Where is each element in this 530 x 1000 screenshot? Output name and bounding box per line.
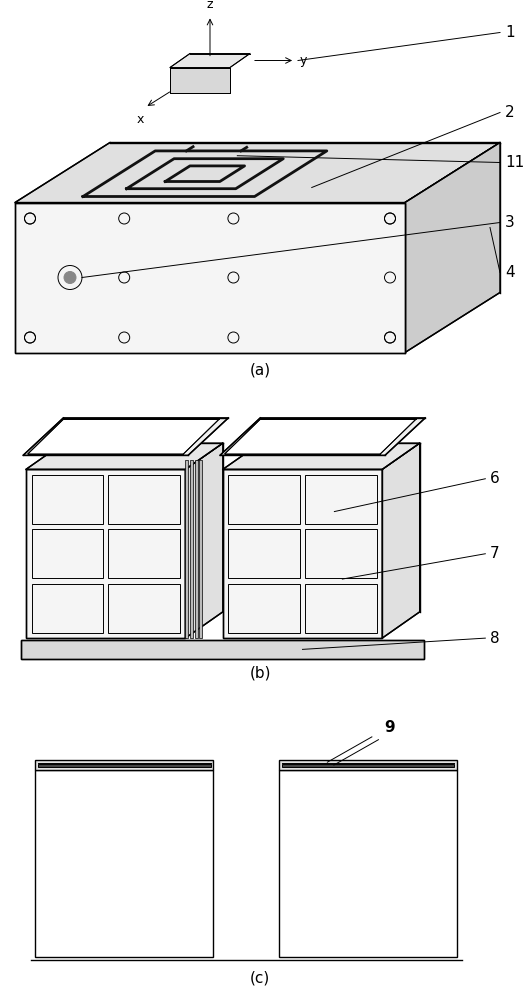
Bar: [282, 764, 454, 767]
Bar: [32, 475, 103, 524]
Bar: [228, 475, 299, 524]
Bar: [109, 529, 180, 578]
Polygon shape: [26, 443, 223, 469]
Text: (c): (c): [250, 970, 270, 985]
Bar: [32, 584, 103, 633]
Polygon shape: [199, 460, 202, 638]
Bar: [38, 764, 210, 767]
Bar: [170, 68, 230, 93]
Bar: [21, 640, 425, 659]
Bar: [305, 475, 376, 524]
Bar: [26, 469, 186, 638]
Polygon shape: [170, 68, 230, 93]
Text: 7: 7: [490, 546, 500, 561]
Bar: [228, 529, 299, 578]
Bar: [305, 584, 376, 633]
Text: 3: 3: [505, 215, 515, 230]
Bar: [223, 469, 382, 638]
Polygon shape: [220, 418, 425, 455]
Text: (b): (b): [250, 665, 271, 680]
Polygon shape: [225, 419, 416, 454]
Text: (a): (a): [250, 362, 270, 377]
Text: y: y: [300, 54, 307, 67]
Text: 11: 11: [505, 155, 524, 170]
Text: 8: 8: [490, 631, 500, 646]
Polygon shape: [195, 460, 198, 638]
Polygon shape: [15, 202, 405, 353]
Polygon shape: [186, 443, 223, 638]
Polygon shape: [382, 443, 420, 638]
Bar: [36, 760, 214, 770]
Text: 2: 2: [505, 105, 515, 120]
Bar: [305, 529, 376, 578]
Bar: [279, 770, 457, 957]
Polygon shape: [405, 143, 500, 353]
Text: 4: 4: [505, 265, 515, 280]
Text: 9: 9: [384, 720, 395, 735]
Text: x: x: [136, 113, 144, 126]
Bar: [36, 770, 214, 957]
Polygon shape: [15, 143, 500, 202]
Bar: [228, 584, 299, 633]
Bar: [109, 584, 180, 633]
Polygon shape: [170, 54, 250, 68]
Polygon shape: [223, 469, 382, 638]
Polygon shape: [186, 460, 188, 638]
Polygon shape: [23, 418, 228, 455]
Polygon shape: [26, 469, 186, 638]
Bar: [15, 202, 405, 353]
Text: z: z: [207, 0, 213, 11]
Bar: [32, 529, 103, 578]
Polygon shape: [223, 443, 420, 469]
Polygon shape: [21, 640, 425, 659]
Polygon shape: [28, 419, 219, 454]
Polygon shape: [190, 460, 193, 638]
Bar: [109, 475, 180, 524]
Circle shape: [64, 271, 76, 284]
Text: 6: 6: [490, 471, 500, 486]
Text: 1: 1: [505, 25, 515, 40]
Bar: [279, 760, 457, 770]
